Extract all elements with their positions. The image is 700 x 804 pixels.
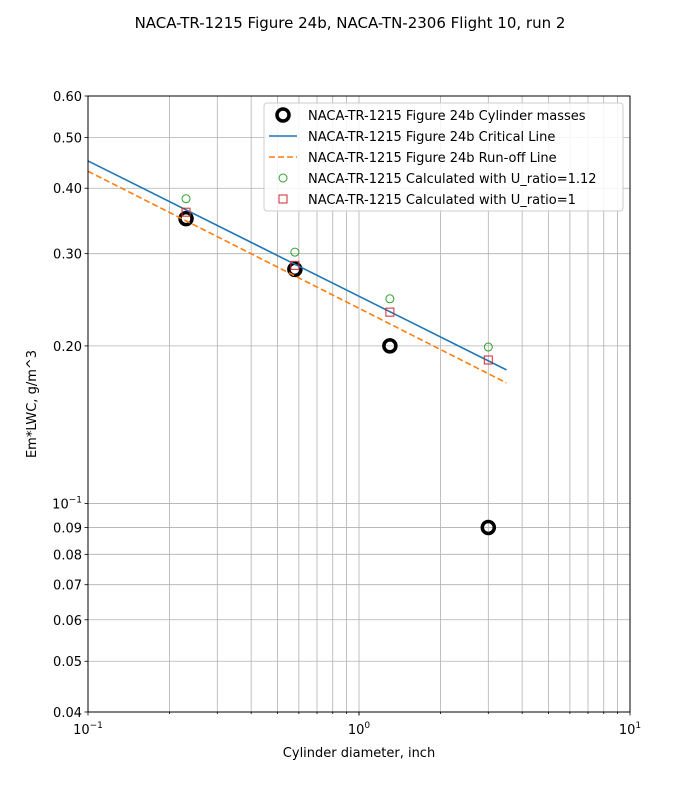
y-tick-label: 0.50 <box>53 131 82 146</box>
data-point <box>290 260 300 270</box>
x-tick-label: 10−1 <box>73 721 103 738</box>
y-tick-label: 0.06 <box>53 614 82 629</box>
legend-box <box>263 102 624 212</box>
data-point <box>480 519 497 536</box>
legend-label: NACA-TR-1215 Figure 24b Run-off Line <box>308 151 557 166</box>
legend: NACA-TR-1215 Figure 24b Cylinder masses N… <box>263 102 624 212</box>
legend-marker-swatch <box>278 194 288 204</box>
data-point <box>290 247 300 257</box>
legend-marker-swatch <box>278 173 288 183</box>
y-tick-label: 0.08 <box>53 548 82 563</box>
y-tick-label: 0.05 <box>53 655 82 670</box>
data-point <box>382 338 398 354</box>
y-tick-label: 0.04 <box>53 706 82 721</box>
y-tick-label: 0.20 <box>53 340 82 355</box>
y-tick-label: 0.30 <box>53 248 82 263</box>
legend-label: NACA-TR-1215 Figure 24b Critical Line <box>308 130 555 145</box>
x-axis-label: Cylinder diameter, inch <box>283 746 435 761</box>
legend-marker-swatch <box>275 107 291 123</box>
x-tick-label: 100 <box>348 721 371 738</box>
data-point <box>181 194 191 204</box>
y-axis-label: Em*LWC, g/m^3 <box>25 350 40 458</box>
plot-marks <box>87 160 507 536</box>
chart-title: NACA-TR-1215 Figure 24b, NACA-TN-2306 Fl… <box>135 14 566 32</box>
runoff-line <box>87 170 507 384</box>
data-point <box>483 342 493 352</box>
data-point <box>483 355 493 365</box>
critical-line <box>87 160 507 371</box>
x-tick-label: 101 <box>619 721 641 738</box>
data-point <box>181 207 191 217</box>
legend-label: NACA-TR-1215 Calculated with U_ratio=1.1… <box>308 172 597 187</box>
y-tick-label: 10−1 <box>52 496 82 513</box>
data-point <box>385 294 395 304</box>
legend-label: NACA-TR-1215 Figure 24b Cylinder masses <box>308 109 586 124</box>
y-tick-label: 0.07 <box>53 579 82 594</box>
y-tick-label: 0.40 <box>53 182 82 197</box>
y-tick-label: 0.60 <box>53 90 82 105</box>
legend-label: NACA-TR-1215 Calculated with U_ratio=1 <box>308 193 576 208</box>
data-point <box>385 307 395 317</box>
y-tick-label: 0.09 <box>53 522 82 537</box>
ticks: 10−1 100 101 0.60 0.50 0.40 0.30 0.20 10−1 0.09 0.… <box>52 90 641 738</box>
